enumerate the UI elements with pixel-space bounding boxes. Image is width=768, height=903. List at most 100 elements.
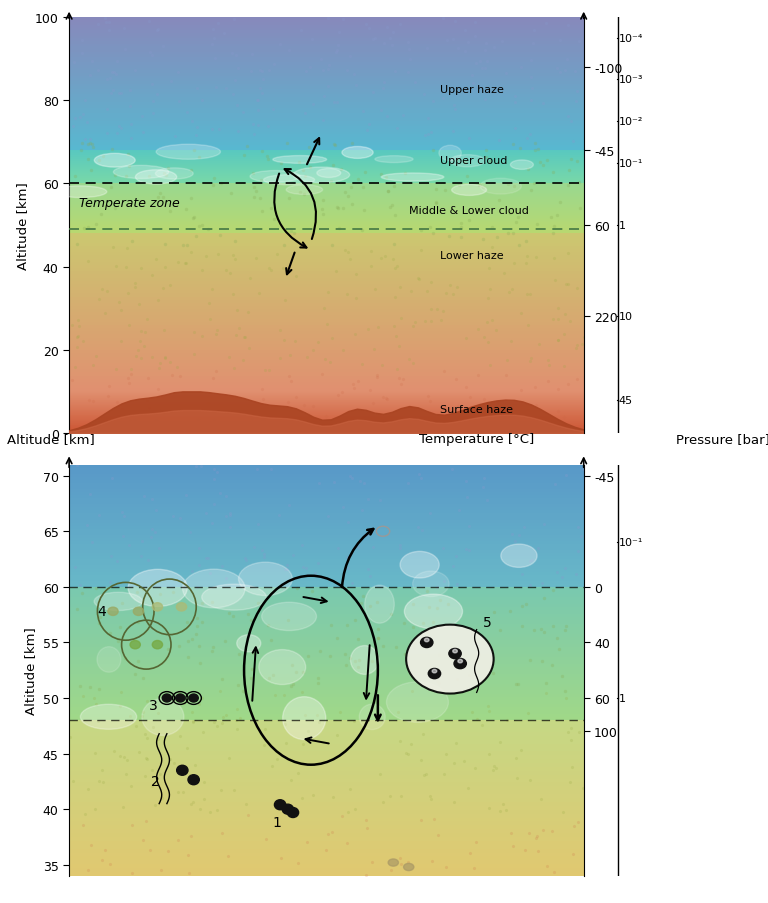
Point [382, 184, 395, 199]
Point [375, 251, 387, 265]
Point [348, 714, 360, 729]
Point [514, 142, 526, 156]
Point [256, 205, 268, 219]
Point [332, 201, 344, 216]
Point [311, 708, 323, 722]
Point [108, 66, 120, 80]
Point [571, 154, 583, 169]
Text: 2: 2 [151, 774, 161, 787]
Point [399, 167, 411, 182]
Point [551, 383, 564, 397]
Point [505, 527, 518, 542]
Point [471, 712, 483, 726]
Point [193, 558, 205, 573]
Point [247, 647, 260, 661]
Point [207, 640, 220, 655]
Point [475, 62, 488, 77]
Point [296, 685, 309, 700]
Point [409, 411, 421, 425]
Point [564, 775, 576, 789]
Point [136, 534, 148, 548]
Point [479, 61, 492, 76]
Point [114, 295, 126, 310]
Point [558, 410, 571, 424]
Point [282, 613, 294, 628]
Point [538, 591, 551, 606]
Point [153, 361, 165, 376]
Point [336, 809, 348, 824]
Point [473, 647, 485, 662]
Text: Temperate zone: Temperate zone [79, 197, 180, 210]
Ellipse shape [263, 175, 315, 186]
Ellipse shape [449, 648, 462, 659]
Ellipse shape [94, 592, 142, 610]
Point [213, 123, 225, 137]
Point [239, 551, 251, 565]
Point [315, 53, 327, 68]
Point [297, 738, 310, 752]
Point [562, 19, 574, 33]
Point [200, 506, 213, 520]
Point [122, 538, 134, 553]
Point [281, 136, 293, 151]
Point [74, 678, 86, 693]
Point [391, 260, 403, 275]
Ellipse shape [480, 179, 521, 195]
Point [476, 181, 488, 195]
Point [483, 801, 495, 815]
Point [460, 475, 472, 489]
Point [341, 619, 353, 633]
Point [76, 586, 88, 600]
Point [360, 821, 372, 835]
Point [397, 109, 409, 124]
Point [328, 96, 340, 110]
Point [486, 313, 498, 328]
Point [214, 398, 226, 413]
Point [81, 863, 94, 878]
Point [77, 107, 89, 122]
Point [159, 350, 171, 365]
Point [208, 472, 220, 487]
Point [316, 202, 328, 217]
Point [82, 254, 94, 268]
Point [343, 246, 355, 260]
Point [243, 272, 256, 286]
Point [525, 773, 537, 787]
Point [462, 519, 475, 534]
Point [493, 133, 505, 147]
Point [292, 766, 304, 780]
Point [208, 32, 220, 46]
Point [247, 411, 259, 425]
Point [243, 622, 256, 637]
Point [395, 857, 407, 871]
Point [172, 785, 184, 799]
Point [381, 393, 393, 407]
Point [527, 37, 539, 51]
Point [421, 625, 433, 639]
Point [349, 291, 362, 305]
Point [168, 756, 180, 770]
Point [278, 333, 290, 348]
Point [336, 201, 349, 216]
Point [538, 517, 550, 531]
Point [263, 262, 276, 276]
Point [562, 725, 574, 740]
Point [210, 365, 222, 379]
Y-axis label: Altitude [km]: Altitude [km] [24, 627, 37, 714]
Point [311, 556, 323, 571]
Point [231, 125, 243, 139]
Point [216, 559, 228, 573]
Point [144, 400, 156, 414]
Point [164, 205, 176, 219]
Point [482, 292, 494, 306]
Point [386, 199, 399, 213]
Point [470, 57, 482, 71]
Point [187, 144, 200, 158]
Point [504, 207, 516, 221]
Point [452, 42, 464, 56]
Point [220, 489, 233, 504]
Point [571, 85, 583, 99]
Point [518, 521, 530, 535]
Point [280, 717, 292, 731]
Point [494, 734, 506, 749]
